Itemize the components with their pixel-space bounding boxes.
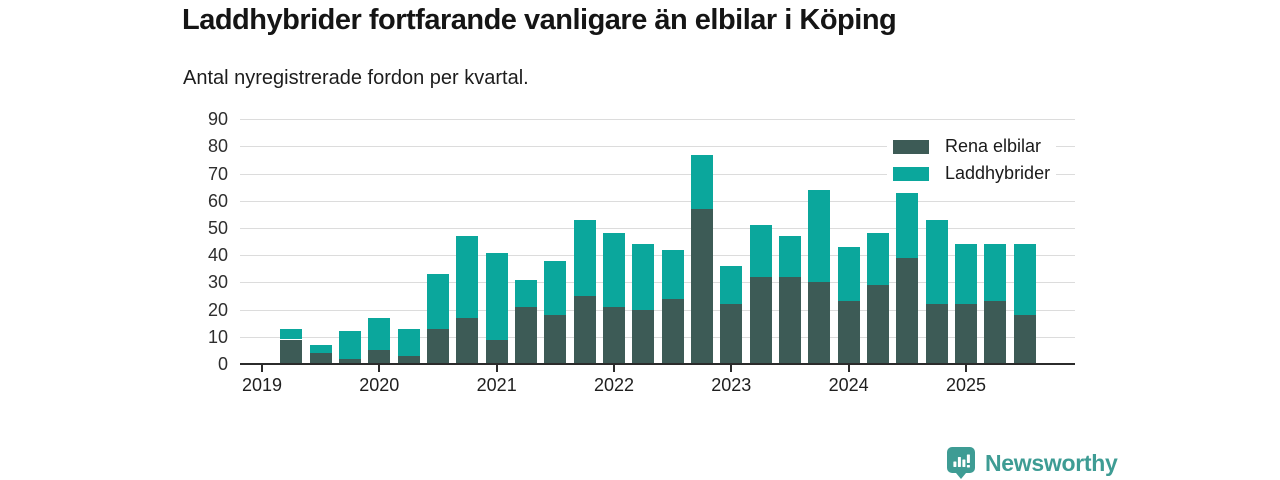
x-tick-label: 2020 [359, 375, 400, 395]
legend-label: Laddhybrider [945, 163, 1051, 183]
y-tick-label: 0 [217, 354, 228, 374]
bar-chart-badge-icon [947, 447, 975, 479]
bar-segment-rena-elbilar [573, 296, 596, 364]
bar-segment-laddhybrider [339, 331, 361, 359]
bar-segment-laddhybrider [280, 328, 303, 340]
bar-segment-rena-elbilar [280, 339, 303, 364]
bar-segment-rena-elbilar [955, 304, 977, 364]
bar-segment-laddhybrider [573, 219, 596, 296]
gridline [240, 173, 1075, 175]
gridline [240, 146, 1075, 148]
brand-name: Newsworthy [985, 450, 1118, 476]
bar-segment-rena-elbilar [896, 257, 919, 364]
bar-segment-laddhybrider [808, 189, 831, 283]
legend-swatch-laddhybrider [893, 166, 929, 181]
y-tick-label: 80 [207, 136, 228, 157]
bar-segment-rena-elbilar [1013, 315, 1036, 364]
legend-item-rena-elbilar: Rena elbilar [893, 133, 1050, 160]
x-axis-tick [378, 365, 381, 372]
bar-segment-rena-elbilar [603, 306, 625, 364]
x-tick-label: 2021 [476, 375, 517, 395]
bar-segment-rena-elbilar [456, 317, 479, 364]
bar-segment-laddhybrider [779, 236, 801, 277]
bar-segment-laddhybrider [456, 236, 479, 318]
gridline [240, 255, 1075, 257]
bar-segment-laddhybrider [837, 247, 860, 302]
x-axis-tick [613, 365, 615, 372]
x-tick-label: 2024 [828, 375, 869, 395]
bar-segment-rena-elbilar [984, 301, 1007, 364]
bar-segment-laddhybrider [661, 249, 684, 299]
bar-segment-laddhybrider [749, 225, 772, 277]
x-axis-tick [965, 365, 967, 372]
bar-segment-rena-elbilar [515, 306, 537, 364]
bar-segment-rena-elbilar [544, 315, 567, 364]
brand-footer: Newsworthy [946, 446, 1118, 480]
page-title: Laddhybrider fortfarande vanligare än el… [182, 4, 897, 36]
y-tick-label: 90 [207, 109, 228, 130]
bar-segment-laddhybrider [485, 252, 508, 340]
bar-segment-rena-elbilar [339, 358, 361, 364]
bar-segment-rena-elbilar [485, 339, 508, 364]
bar-segment-rena-elbilar [925, 304, 948, 364]
bar-segment-laddhybrider [397, 328, 420, 356]
x-axis-tick [495, 365, 498, 372]
legend-swatch-rena-elbilar [893, 139, 929, 154]
bar-segment-rena-elbilar [720, 304, 743, 364]
page-subtitle: Antal nyregistrerade fordon per kvartal. [183, 67, 529, 89]
bar-segment-laddhybrider [603, 233, 625, 307]
bar-segment-rena-elbilar [397, 355, 420, 364]
x-tick-label: 2023 [711, 375, 752, 395]
x-axis-tick [847, 365, 850, 372]
gridline [240, 336, 1075, 338]
bar-segment-rena-elbilar [749, 277, 772, 364]
bar-segment-laddhybrider [955, 244, 977, 305]
bar-segment-laddhybrider [867, 233, 889, 286]
bar-segment-rena-elbilar [632, 309, 655, 364]
bar-segment-laddhybrider [368, 317, 391, 351]
x-tick-label: 2025 [945, 375, 987, 395]
x-axis-tick [261, 365, 263, 372]
gridline [240, 119, 1075, 121]
x-tick-label: 2022 [593, 375, 635, 395]
y-tick-label: 50 [207, 218, 228, 238]
gridline [240, 309, 1075, 311]
y-tick-label: 60 [207, 190, 228, 211]
legend-label: Rena elbilar [945, 136, 1042, 156]
legend: Rena elbilar Laddhybrider [887, 131, 1057, 191]
bar-segment-rena-elbilar [661, 298, 684, 364]
bar-segment-laddhybrider [720, 266, 743, 305]
bar-segment-laddhybrider [691, 154, 713, 209]
bar-segment-rena-elbilar [779, 277, 801, 364]
gridline [240, 228, 1075, 229]
bar-segment-rena-elbilar [309, 353, 332, 364]
gridline [240, 200, 1075, 202]
bar-segment-laddhybrider [427, 274, 449, 329]
bar-segment-laddhybrider [1013, 244, 1036, 315]
bar-segment-rena-elbilar [837, 301, 860, 364]
x-axis-line [240, 363, 1075, 365]
bar-segment-laddhybrider [544, 260, 567, 315]
bar-segment-laddhybrider [925, 219, 948, 305]
x-axis-tick [730, 365, 733, 372]
gridline [240, 282, 1075, 284]
y-tick-label: 70 [207, 163, 228, 184]
bar-segment-rena-elbilar [427, 328, 449, 364]
bar-segment-laddhybrider [309, 345, 332, 354]
bar-segment-rena-elbilar [808, 282, 831, 364]
bar-segment-rena-elbilar [867, 285, 889, 364]
bar-segment-laddhybrider [896, 192, 919, 258]
y-tick-label: 30 [207, 272, 228, 293]
legend-item-laddhybrider: Laddhybrider [893, 160, 1050, 187]
bar-segment-laddhybrider [984, 244, 1007, 302]
x-tick-label: 2019 [241, 375, 283, 395]
bar-segment-rena-elbilar [368, 350, 391, 364]
y-tick-label: 20 [207, 299, 228, 320]
y-tick-label: 40 [207, 245, 228, 266]
bar-segment-laddhybrider [632, 244, 655, 310]
bar-segment-rena-elbilar [691, 209, 713, 364]
y-tick-label: 10 [207, 326, 228, 347]
bar-segment-laddhybrider [515, 279, 537, 307]
